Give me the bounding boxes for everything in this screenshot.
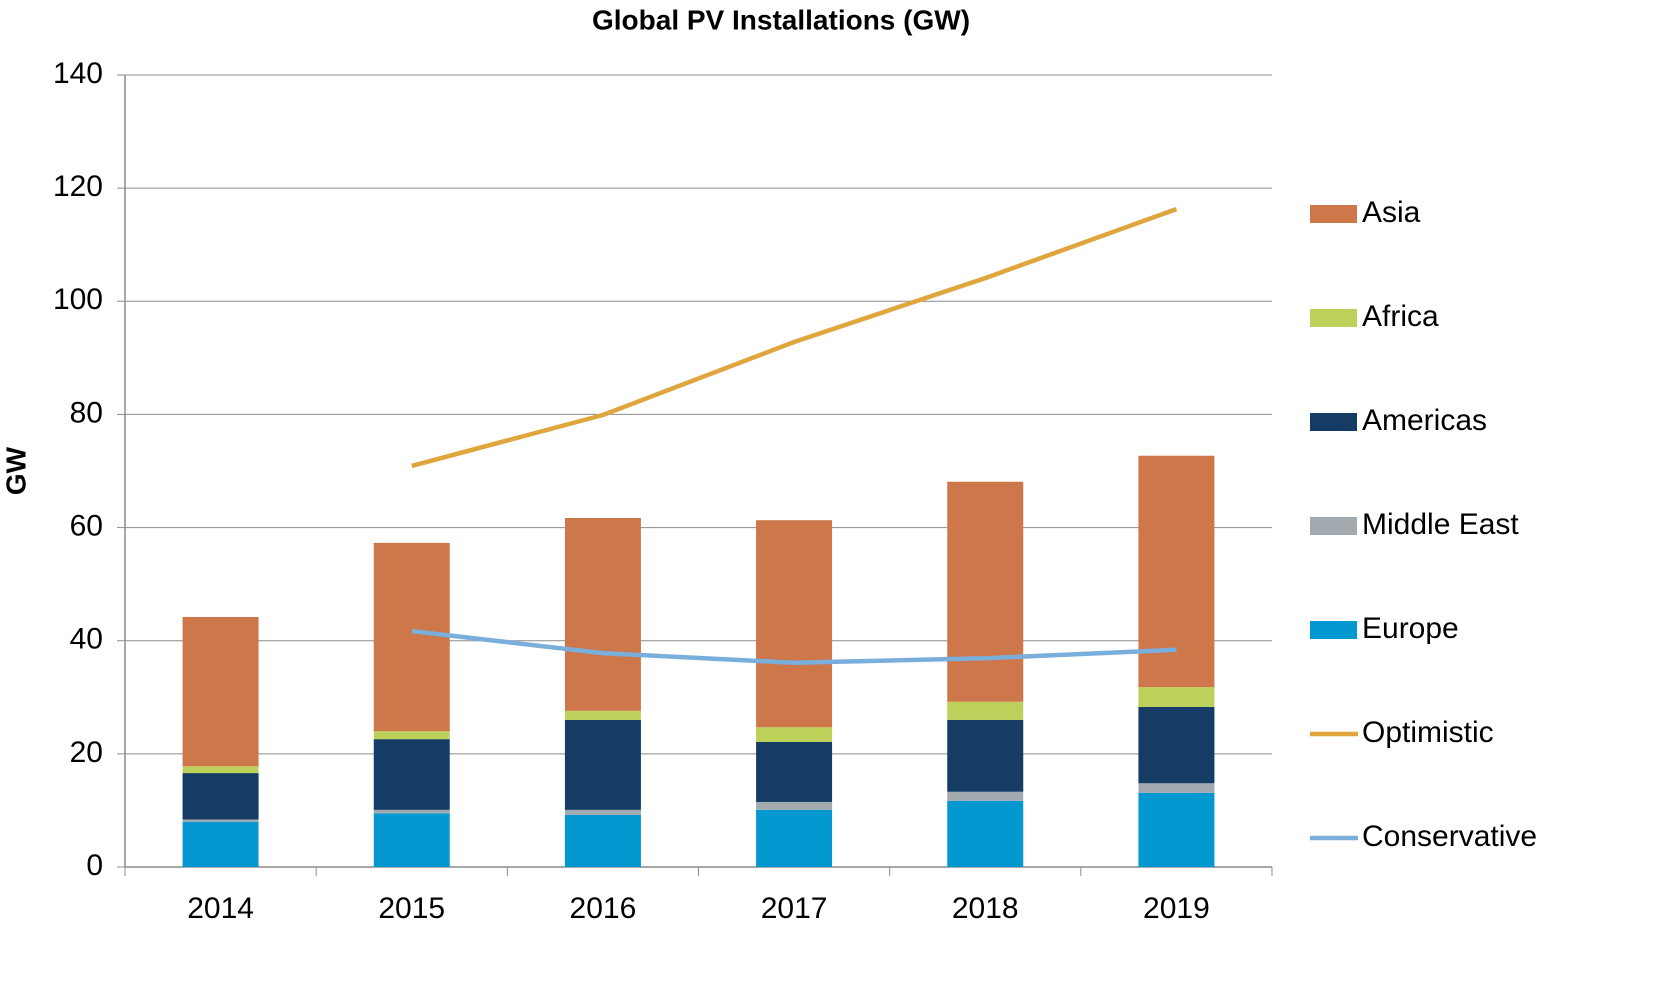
- bar-segment: [373, 542, 450, 732]
- bar-segment: [756, 741, 833, 802]
- legend-swatch: [1310, 205, 1357, 223]
- bar-segment: [373, 731, 450, 740]
- y-axis-label: GW: [0, 446, 31, 495]
- bar-segment: [182, 773, 259, 820]
- bar-segment: [564, 809, 641, 815]
- bar-segment: [947, 701, 1024, 720]
- y-tick-label: 20: [70, 736, 103, 769]
- x-tick-label: 2015: [378, 892, 445, 925]
- legend-swatch: [1310, 413, 1357, 431]
- legend-label: Optimistic: [1362, 716, 1494, 749]
- bar-segment: [947, 800, 1024, 867]
- legend-label: Europe: [1362, 612, 1459, 645]
- bar-segment: [756, 727, 833, 742]
- legend-swatch: [1310, 517, 1357, 535]
- legend-label: Africa: [1362, 300, 1439, 333]
- x-tick-label: 2014: [187, 892, 254, 925]
- bar-segment: [564, 517, 641, 711]
- bar-segment: [564, 814, 641, 867]
- bar-segment: [947, 791, 1024, 801]
- line-series: [411, 206, 1178, 469]
- bar-segment: [1138, 792, 1215, 867]
- y-tick-label: 60: [70, 509, 103, 542]
- bar-segment: [564, 710, 641, 720]
- bar-segment: [373, 739, 450, 810]
- bar-segment: [756, 520, 833, 728]
- bar-segment: [564, 719, 641, 810]
- y-tick-label: 120: [53, 170, 103, 203]
- legend-label: Asia: [1362, 196, 1421, 229]
- y-tick-label: 100: [53, 283, 103, 316]
- legend-swatch: [1310, 309, 1357, 327]
- y-tick-label: 140: [53, 57, 103, 90]
- bar-segment: [182, 819, 259, 822]
- bar-segment: [756, 809, 833, 867]
- bar-segment: [373, 813, 450, 867]
- bar-segment: [182, 766, 259, 774]
- y-tick-label: 0: [86, 849, 103, 882]
- bar-segment: [182, 616, 259, 767]
- bar-segment: [1138, 783, 1215, 793]
- bar-segment: [182, 821, 259, 867]
- bar-segment: [1138, 687, 1215, 707]
- line-series: [411, 628, 1177, 666]
- y-tick-label: 40: [70, 623, 103, 656]
- y-tick-label: 80: [70, 396, 103, 429]
- x-tick-label: 2018: [952, 892, 1019, 925]
- legend-label: Conservative: [1362, 820, 1537, 853]
- bar-segment: [1138, 706, 1215, 784]
- bar-segment: [947, 481, 1024, 702]
- x-tick-label: 2017: [761, 892, 828, 925]
- bar-segment: [756, 801, 833, 810]
- bar-segment: [1138, 455, 1215, 688]
- legend-swatch: [1310, 621, 1357, 639]
- bar-segment: [373, 809, 450, 814]
- bar-segment: [947, 719, 1024, 792]
- chart-title: Global PV Installations (GW): [592, 4, 970, 35]
- legend-label: Americas: [1362, 404, 1487, 437]
- legend-label: Middle East: [1362, 508, 1519, 541]
- x-tick-label: 2019: [1143, 892, 1210, 925]
- x-tick-label: 2016: [570, 892, 637, 925]
